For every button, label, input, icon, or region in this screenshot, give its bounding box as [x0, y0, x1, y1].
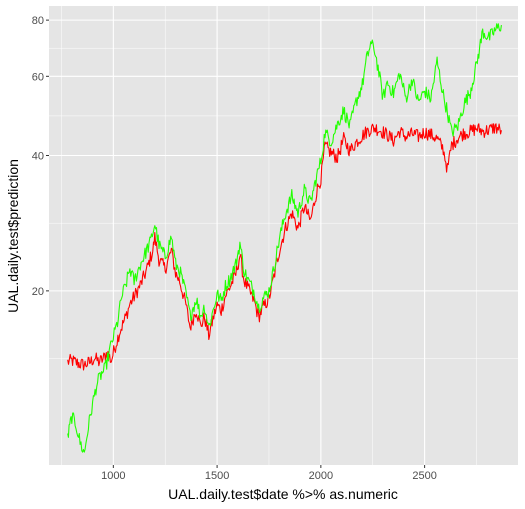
y-tick-label: 20	[32, 286, 44, 298]
series-line-red	[67, 123, 502, 371]
x-tick-label: 1000	[101, 470, 125, 482]
grid-minor	[49, 6, 518, 465]
y-tick-label: 80	[32, 15, 44, 27]
series-line-green	[67, 23, 502, 453]
x-axis-title: UAL.daily.test$date %>% as.numeric	[168, 486, 398, 502]
grid-major	[49, 6, 518, 465]
x-tick-label: 2500	[412, 470, 436, 482]
ticks-layer: 1000 1500 2000 2500 20 40 60 80	[32, 15, 437, 482]
y-axis-title: UAL.daily.test$prediction	[5, 159, 21, 313]
x-tick-label: 1500	[205, 470, 229, 482]
x-tick-label: 2000	[309, 470, 333, 482]
series-layer	[67, 23, 502, 453]
y-tick-label: 40	[32, 150, 44, 162]
plot-panel	[49, 6, 518, 465]
y-tick-label: 60	[32, 71, 44, 83]
